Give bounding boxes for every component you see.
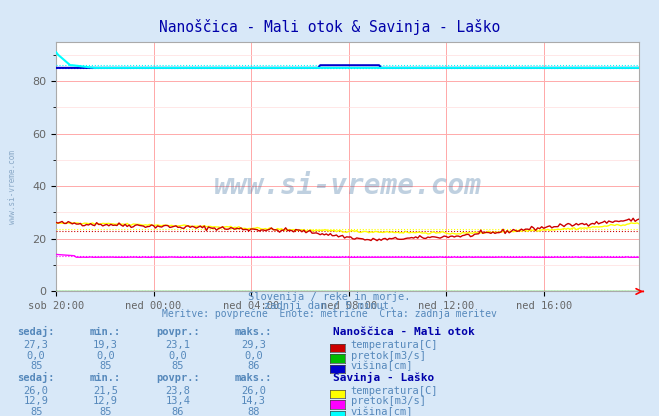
Text: Savinja - Laško: Savinja - Laško xyxy=(333,371,434,383)
Text: 85: 85 xyxy=(172,361,184,371)
Text: pretok[m3/s]: pretok[m3/s] xyxy=(351,396,426,406)
Text: temperatura[C]: temperatura[C] xyxy=(351,386,438,396)
Text: www.si-vreme.com: www.si-vreme.com xyxy=(214,172,482,201)
Text: povpr.:: povpr.: xyxy=(156,327,200,337)
Text: 26,0: 26,0 xyxy=(24,386,49,396)
Text: 12,9: 12,9 xyxy=(24,396,49,406)
Text: sedaj:: sedaj: xyxy=(18,371,55,383)
Text: 88: 88 xyxy=(248,407,260,416)
Text: povpr.:: povpr.: xyxy=(156,373,200,383)
Text: višina[cm]: višina[cm] xyxy=(351,361,413,371)
Text: višina[cm]: višina[cm] xyxy=(351,406,413,416)
Text: 0,0: 0,0 xyxy=(27,351,45,361)
Text: maks.:: maks.: xyxy=(235,327,272,337)
Text: Slovenija / reke in morje.: Slovenija / reke in morje. xyxy=(248,292,411,302)
Text: 86: 86 xyxy=(248,361,260,371)
Text: 0,0: 0,0 xyxy=(169,351,187,361)
Text: 29,3: 29,3 xyxy=(241,340,266,350)
Text: sedaj:: sedaj: xyxy=(18,326,55,337)
Text: 27,3: 27,3 xyxy=(24,340,49,350)
Text: pretok[m3/s]: pretok[m3/s] xyxy=(351,351,426,361)
Text: 85: 85 xyxy=(30,361,42,371)
Text: 86: 86 xyxy=(172,407,184,416)
Text: min.:: min.: xyxy=(90,373,121,383)
Text: zadnji dan / 5 minut.: zadnji dan / 5 minut. xyxy=(264,301,395,311)
Text: 19,3: 19,3 xyxy=(93,340,118,350)
Text: 0,0: 0,0 xyxy=(96,351,115,361)
Text: 0,0: 0,0 xyxy=(244,351,263,361)
Text: Meritve: povprečne  Enote: metrične  Črta: zadnja meritev: Meritve: povprečne Enote: metrične Črta:… xyxy=(162,307,497,319)
Text: 14,3: 14,3 xyxy=(241,396,266,406)
Text: 23,8: 23,8 xyxy=(165,386,190,396)
Text: 12,9: 12,9 xyxy=(93,396,118,406)
Text: 13,4: 13,4 xyxy=(165,396,190,406)
Text: min.:: min.: xyxy=(90,327,121,337)
Text: maks.:: maks.: xyxy=(235,373,272,383)
Text: 85: 85 xyxy=(100,407,111,416)
Text: www.si-vreme.com: www.si-vreme.com xyxy=(8,150,17,224)
Text: Nanoščica - Mali otok & Savinja - Laško: Nanoščica - Mali otok & Savinja - Laško xyxy=(159,19,500,35)
Text: temperatura[C]: temperatura[C] xyxy=(351,340,438,350)
Text: Nanoščica - Mali otok: Nanoščica - Mali otok xyxy=(333,327,474,337)
Text: 85: 85 xyxy=(100,361,111,371)
Text: 26,0: 26,0 xyxy=(241,386,266,396)
Text: 23,1: 23,1 xyxy=(165,340,190,350)
Text: 85: 85 xyxy=(30,407,42,416)
Text: 21,5: 21,5 xyxy=(93,386,118,396)
